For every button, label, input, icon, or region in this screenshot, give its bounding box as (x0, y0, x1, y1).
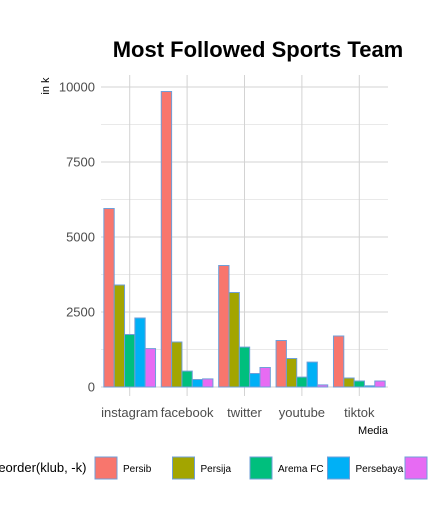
bar (191, 379, 204, 388)
bar (363, 385, 376, 388)
y-tick-label: 0 (88, 380, 95, 395)
bar (113, 284, 126, 388)
bar (228, 292, 240, 388)
bar (181, 370, 193, 388)
legend-label: Persija (201, 464, 232, 475)
bar (202, 378, 214, 388)
bar (134, 317, 146, 388)
x-axis-label: Media (358, 425, 389, 437)
legend-label: Arema FC (278, 464, 324, 475)
bar (332, 335, 345, 388)
y-axis-label: in k (40, 77, 52, 95)
legend-key (404, 456, 428, 480)
bar (353, 380, 365, 388)
y-tick-label: 5000 (66, 230, 95, 245)
legend-label: Persebaya (356, 464, 404, 475)
bar (124, 334, 136, 388)
y-axis-ticks: 0 2500 5000 7500 10000 (59, 80, 95, 395)
chart-title: Most Followed Sports Team (113, 37, 404, 62)
legend-key (94, 456, 118, 480)
bar (103, 208, 115, 388)
bar (218, 265, 230, 388)
bar (144, 348, 157, 388)
y-tick-label: 2500 (66, 305, 95, 320)
grid-lines (101, 75, 388, 396)
bar (249, 373, 261, 388)
bar (171, 341, 183, 388)
bar (343, 377, 355, 388)
legend-key (172, 456, 195, 480)
bar (275, 340, 287, 388)
legend-label: Persib (123, 464, 152, 475)
bar (296, 376, 308, 388)
legend-title: reorder(klub, -k) (0, 460, 86, 475)
bar (306, 361, 318, 388)
bar (160, 91, 173, 388)
bar (285, 358, 298, 388)
x-tick-label: tiktok (344, 405, 375, 420)
legend: reorder(klub, -k) Persib Persija Arema FC P… (0, 456, 428, 480)
bar (316, 384, 329, 388)
bar (259, 367, 271, 388)
bar (238, 346, 251, 388)
y-tick-label: 7500 (66, 155, 95, 170)
x-tick-label: youtube (279, 405, 325, 420)
x-axis-ticks: instagram facebook twitter youtube tiktok (101, 405, 375, 420)
legend-key (249, 456, 273, 480)
y-tick-label: 10000 (59, 80, 95, 95)
bars (103, 91, 386, 388)
legend-key (327, 456, 350, 480)
bar (374, 380, 386, 388)
x-tick-label: twitter (227, 405, 262, 420)
x-tick-label: facebook (161, 405, 214, 420)
x-tick-label: instagram (101, 405, 158, 420)
